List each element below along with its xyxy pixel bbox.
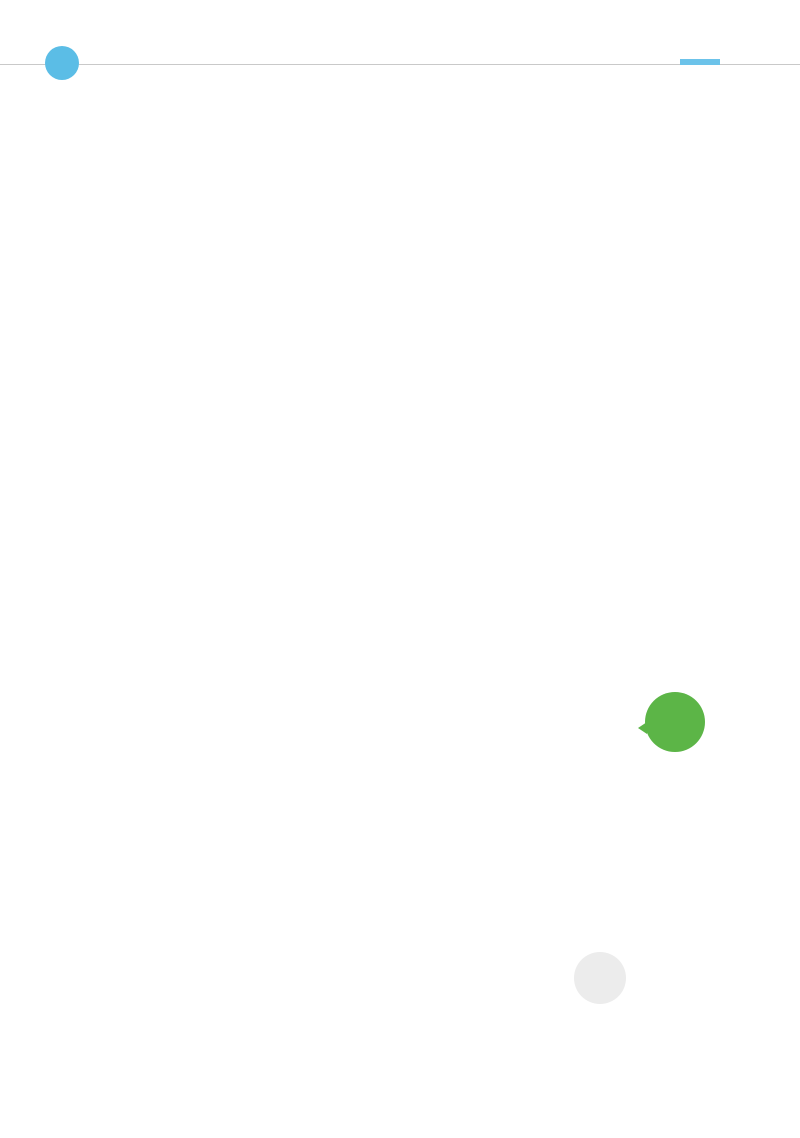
page-number	[45, 46, 79, 80]
nav-active-indicator	[680, 59, 720, 65]
year-badge	[574, 952, 626, 1004]
gdp-percentage-legend-bubble	[638, 692, 705, 752]
header-divider	[0, 64, 800, 65]
